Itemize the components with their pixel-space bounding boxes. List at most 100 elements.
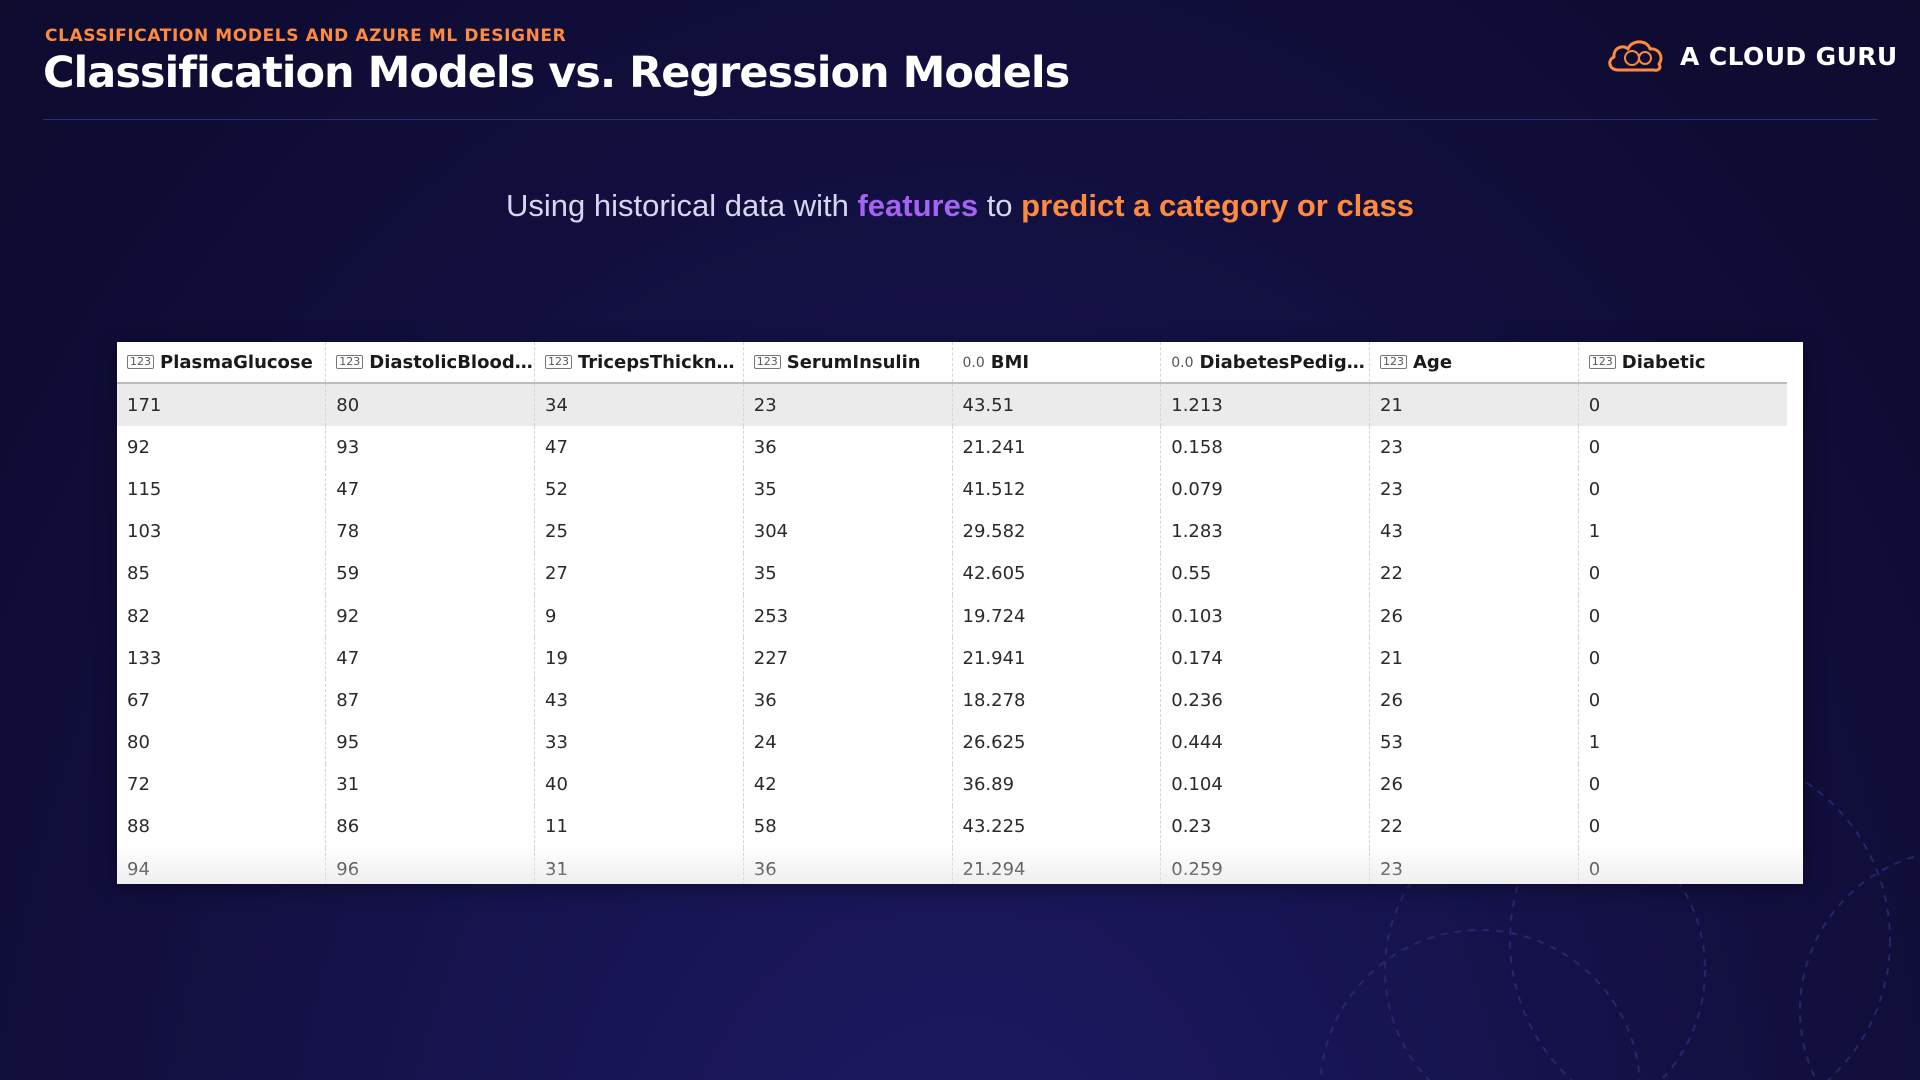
column-header[interactable]: 0.0 BMI (951, 342, 1161, 384)
table-cell: 31 (534, 848, 744, 884)
table-cell: 25 (534, 510, 744, 553)
table-row[interactable]: 80 95 33 24 26.625 0.444 53 1 (117, 721, 1787, 764)
table-cell: 0 (1577, 383, 1787, 427)
table-cell: 85 (127, 563, 150, 585)
column-header-label: BMI (990, 351, 1030, 373)
table-cell: 58 (742, 805, 952, 849)
table-cell: 43 (534, 679, 744, 722)
table-cell: 133 (127, 647, 162, 669)
table-row[interactable]: 133 47 19 227 21.941 0.174 21 0 (117, 637, 1787, 680)
table-cell: 67 (127, 689, 150, 711)
column-header[interactable]: 0.0 DiabetesPedigree (1160, 342, 1370, 384)
column-header-label: SerumInsulin (786, 351, 921, 373)
table-cell: 0.259 (1160, 848, 1370, 884)
table-cell: 42.605 (951, 552, 1161, 595)
table-cell: 59 (325, 552, 535, 595)
table-row[interactable]: 94 96 31 36 21.294 0.259 23 0 (117, 848, 1787, 884)
table-cell: 92 (127, 436, 150, 458)
column-header-label: TricepsThickness (578, 351, 744, 373)
table-cell: 35 (742, 468, 952, 511)
subtitle-highlight-predict: predict a category or class (1021, 188, 1415, 223)
column-header[interactable]: 123 SerumInsulin (742, 342, 952, 384)
table-cell: 23 (1369, 848, 1579, 884)
table-cell: 22 (1369, 805, 1579, 849)
integer-type-icon: 123 (753, 354, 781, 369)
column-header-label: DiabetesPedigree (1199, 351, 1370, 373)
table-cell: 227 (742, 637, 952, 680)
table-cell: 78 (325, 510, 535, 553)
table-cell: 93 (325, 426, 535, 469)
section-eyebrow: CLASSIFICATION MODELS AND AZURE ML DESIG… (45, 26, 567, 46)
table-cell: 88 (127, 816, 150, 838)
table-cell: 82 (127, 605, 150, 627)
table-cell: 26 (1369, 679, 1579, 722)
table-cell: 22 (1369, 552, 1579, 595)
table-cell: 0.444 (1160, 721, 1370, 764)
table-cell: 11 (534, 805, 744, 849)
slide-subtitle: Using historical data with features to p… (0, 188, 1920, 224)
logo-text: A CLOUD GURU (1680, 41, 1898, 71)
integer-type-icon: 123 (1588, 354, 1616, 369)
table-cell: 0 (1577, 468, 1787, 511)
table-cell: 27 (534, 552, 744, 595)
column-header[interactable]: 123 Diabetic (1577, 342, 1787, 384)
column-header[interactable]: 123 PlasmaGlucose (117, 342, 326, 384)
table-cell: 304 (742, 510, 952, 553)
table-cell: 42 (742, 763, 952, 806)
table-row[interactable]: 103 78 25 304 29.582 1.283 43 1 (117, 510, 1787, 553)
table-cell: 21.294 (951, 848, 1161, 884)
table-cell: 96 (325, 848, 535, 884)
table-row[interactable]: 115 47 52 35 41.512 0.079 23 0 (117, 468, 1787, 511)
integer-type-icon: 123 (336, 354, 364, 369)
table-row[interactable]: 67 87 43 36 18.278 0.236 26 0 (117, 679, 1787, 722)
column-header[interactable]: 123 Age (1369, 342, 1579, 384)
table-row[interactable]: 88 86 11 58 43.225 0.23 22 0 (117, 805, 1787, 849)
subtitle-highlight-features: features (857, 188, 979, 223)
table-cell: 33 (534, 721, 744, 764)
table-cell: 24 (742, 721, 952, 764)
table-row[interactable]: 171 80 34 23 43.51 1.213 21 0 (117, 383, 1787, 427)
table-cell: 26 (1369, 763, 1579, 806)
table-cell: 1.213 (1160, 383, 1370, 427)
table-cell: 18.278 (951, 679, 1161, 722)
integer-type-icon: 123 (127, 354, 154, 369)
data-table: 123PlasmaGlucose123DiastolicBloodPr...12… (117, 342, 1787, 884)
table-row[interactable]: 92 93 47 36 21.241 0.158 23 0 (117, 426, 1787, 469)
column-header[interactable]: 123 DiastolicBloodPr... (325, 342, 535, 384)
table-cell: 103 (127, 521, 162, 543)
float-type-icon: 0.0 (962, 354, 985, 371)
table-cell: 21.241 (951, 426, 1161, 469)
table-cell: 0 (1577, 805, 1787, 849)
table-cell: 80 (325, 383, 535, 427)
table-cell: 43.51 (951, 383, 1161, 427)
page-title: Classification Models vs. Regression Mod… (43, 48, 1070, 98)
table-cell: 43 (1369, 510, 1579, 553)
column-header[interactable]: 123 TricepsThickness (534, 342, 744, 384)
table-cell: 0.103 (1160, 594, 1370, 638)
brand-logo: A CLOUD GURU (1604, 36, 1898, 76)
table-cell: 36.89 (951, 763, 1161, 806)
table-cell: 36 (742, 679, 952, 722)
table-cell: 72 (127, 774, 150, 796)
table-cell: 94 (127, 858, 150, 880)
table-cell: 26.625 (951, 721, 1161, 764)
table-cell: 43.225 (951, 805, 1161, 849)
column-header-label: DiastolicBloodPr... (369, 351, 535, 373)
table-header-row: 123PlasmaGlucose123DiastolicBloodPr...12… (117, 342, 1787, 384)
table-row[interactable]: 85 59 27 35 42.605 0.55 22 0 (117, 552, 1787, 595)
table-cell: 23 (742, 383, 952, 427)
table-cell: 1.283 (1160, 510, 1370, 553)
table-cell: 21 (1369, 637, 1579, 680)
header-divider (43, 119, 1878, 120)
table-cell: 0 (1577, 552, 1787, 595)
table-cell: 80 (127, 732, 150, 754)
table-cell: 253 (742, 594, 952, 638)
table-cell: 21.941 (951, 637, 1161, 680)
table-cell: 34 (534, 383, 744, 427)
table-cell: 36 (742, 426, 952, 469)
table-cell: 1 (1577, 510, 1787, 553)
table-cell: 9 (534, 594, 744, 638)
table-row[interactable]: 72 31 40 42 36.89 0.104 26 0 (117, 763, 1787, 806)
table-row[interactable]: 82 92 9 253 19.724 0.103 26 0 (117, 594, 1787, 638)
integer-type-icon: 123 (545, 354, 572, 369)
